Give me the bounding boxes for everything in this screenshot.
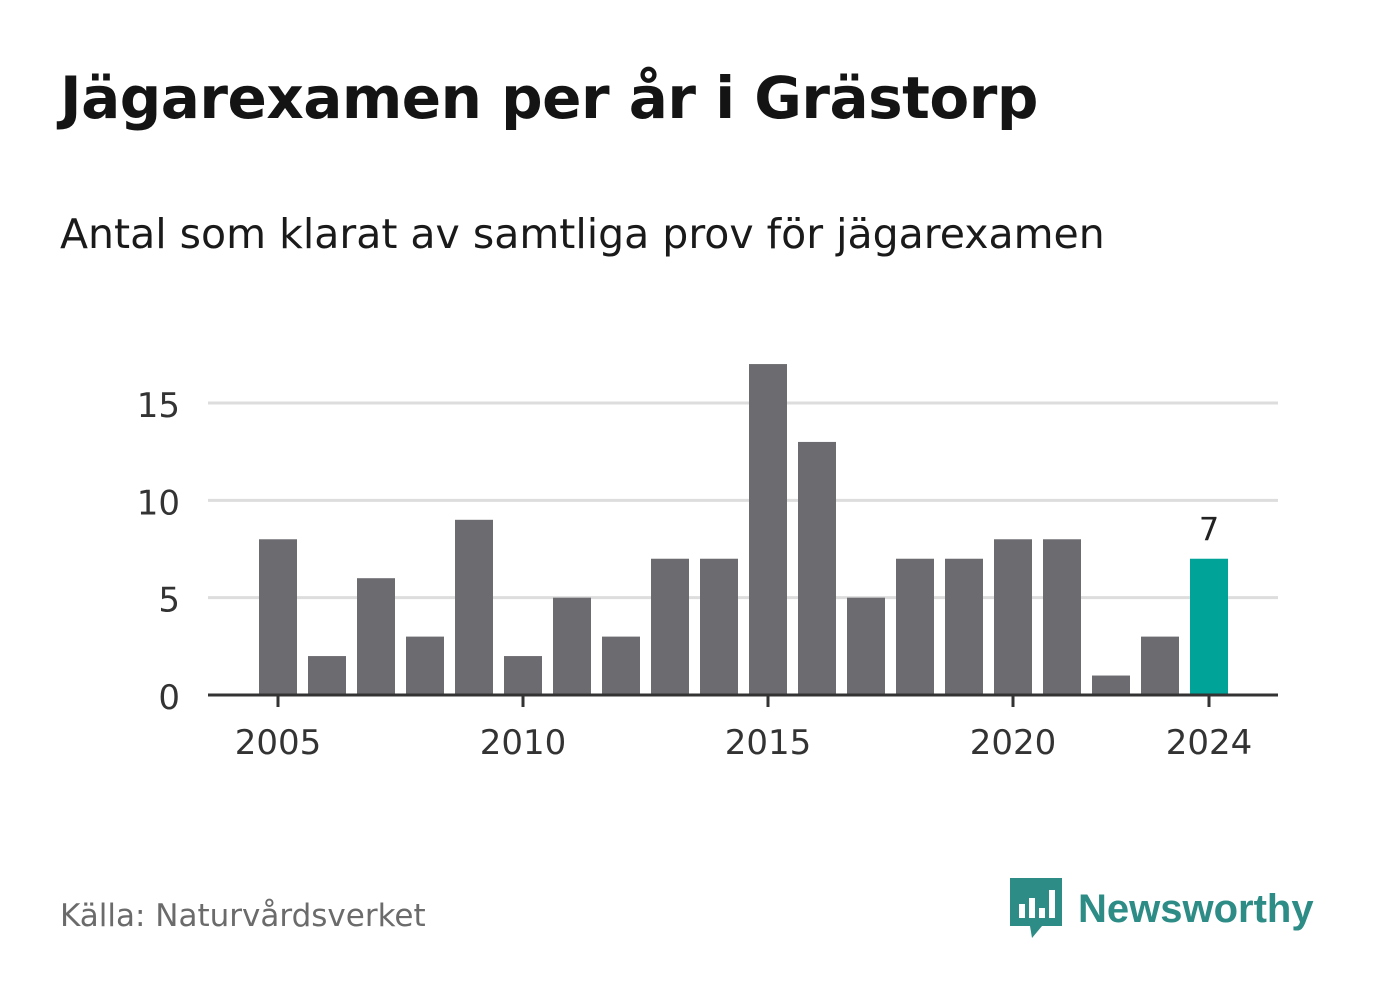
bar-2023 (1141, 636, 1179, 695)
chart-subtitle: Antal som klarat av samtliga prov för jä… (60, 210, 1105, 258)
chart-title: Jägarexamen per år i Grästorp (60, 64, 1038, 132)
bar-2021 (1043, 539, 1081, 695)
bar-2016 (798, 441, 836, 695)
bar-2007 (357, 578, 395, 695)
bar-2013 (651, 558, 689, 695)
y-tick-label: 10 (137, 483, 180, 523)
bar-2017 (847, 597, 885, 695)
brand-logo: Newsworthy (1010, 878, 1314, 940)
bar-2008 (406, 636, 444, 695)
x-tick-label: 2010 (480, 723, 567, 763)
bars (259, 364, 1228, 695)
grid-lines (208, 401, 1278, 600)
y-tick-label: 0 (158, 678, 180, 718)
x-tick-label: 2015 (725, 723, 812, 763)
bar-2014 (700, 558, 738, 695)
bar-2022 (1092, 675, 1130, 695)
y-tick-label: 5 (158, 581, 180, 621)
axes (208, 693, 1278, 707)
brand-name: Newsworthy (1078, 886, 1314, 931)
bar-2009 (455, 519, 493, 695)
bar-2011 (553, 597, 591, 695)
y-tick-label: 15 (137, 386, 180, 426)
bar-2006 (308, 656, 346, 695)
bar-2018 (896, 558, 934, 695)
bar-2005 (259, 539, 297, 695)
bar-2019 (945, 558, 983, 695)
bar-2015 (749, 364, 787, 695)
newsworthy-chart-bubble-icon (1010, 878, 1062, 938)
bar-2024 (1190, 558, 1228, 695)
labels: 0 5 10 15 7 2005 2010 2015 2020 2024 (137, 386, 1253, 763)
x-tick-label: 2020 (970, 723, 1057, 763)
bar-2020 (994, 539, 1032, 695)
bar-2010 (504, 656, 542, 695)
x-tick-label: 2005 (235, 723, 322, 763)
x-tick-label: 2024 (1166, 723, 1253, 763)
source-note: Källa: Naturvårdsverket (60, 898, 426, 934)
data-label-2024: 7 (1199, 511, 1219, 549)
bar-2012 (602, 636, 640, 695)
